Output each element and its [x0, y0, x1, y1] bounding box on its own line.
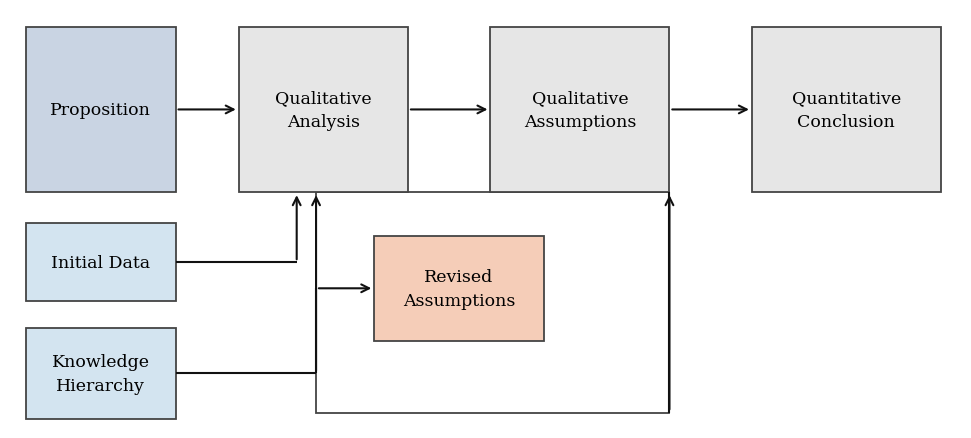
Text: Quantitative
Conclusion: Quantitative Conclusion — [791, 90, 901, 131]
FancyBboxPatch shape — [752, 28, 941, 193]
Text: Revised
Assumptions: Revised Assumptions — [403, 268, 515, 309]
FancyBboxPatch shape — [239, 28, 408, 193]
Text: Proposition: Proposition — [50, 102, 151, 119]
FancyBboxPatch shape — [25, 328, 176, 419]
FancyBboxPatch shape — [25, 28, 176, 193]
Text: Qualitative
Assumptions: Qualitative Assumptions — [523, 90, 636, 131]
FancyBboxPatch shape — [25, 223, 176, 302]
Text: Knowledge
Hierarchy: Knowledge Hierarchy — [51, 353, 150, 394]
Text: Initial Data: Initial Data — [51, 254, 151, 271]
FancyBboxPatch shape — [490, 28, 669, 193]
FancyBboxPatch shape — [374, 237, 544, 341]
Text: Qualitative
Analysis: Qualitative Analysis — [275, 90, 372, 131]
